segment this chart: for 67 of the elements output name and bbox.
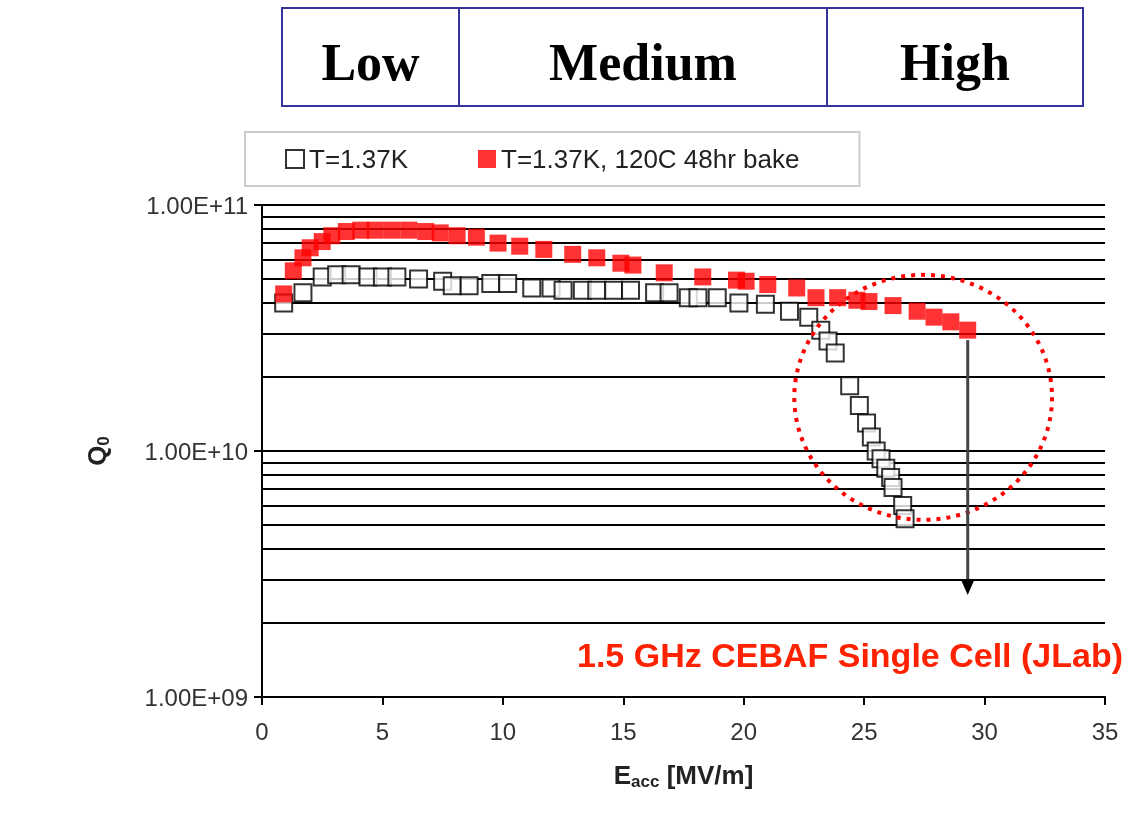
point — [884, 297, 902, 315]
x-tick-label: 10 — [489, 717, 517, 745]
point — [959, 321, 977, 339]
point — [387, 267, 407, 287]
point — [759, 276, 777, 294]
point — [459, 276, 479, 296]
x-tick-label: 15 — [609, 717, 637, 745]
point — [588, 249, 606, 267]
point — [564, 245, 582, 263]
point — [883, 478, 903, 498]
x-tick-label: 25 — [850, 717, 878, 745]
x-tick-label: 20 — [730, 717, 758, 745]
point — [729, 293, 749, 313]
point — [511, 237, 529, 255]
point — [908, 302, 926, 320]
point — [755, 294, 775, 314]
point — [925, 308, 943, 326]
point — [498, 273, 518, 293]
point — [655, 264, 673, 282]
point — [659, 283, 679, 303]
point — [779, 301, 799, 321]
point — [587, 280, 607, 300]
point — [489, 234, 507, 252]
text: Medium — [549, 34, 737, 91]
point — [481, 273, 501, 293]
point — [323, 227, 341, 245]
y-tick-label: 1.00E+09 — [144, 683, 248, 711]
legend-label: T=1.37K — [309, 144, 409, 174]
point — [688, 288, 708, 308]
point — [737, 272, 755, 290]
point — [621, 280, 641, 300]
text: Low — [321, 34, 421, 91]
point — [366, 221, 384, 239]
point — [442, 276, 462, 296]
point — [829, 289, 847, 307]
point — [788, 279, 806, 297]
y-axis-title: Q0 — [81, 436, 113, 466]
y-tick-label: 1.00E+11 — [146, 191, 248, 219]
point — [522, 278, 542, 298]
point — [807, 289, 825, 307]
x-tick-label: 5 — [375, 717, 390, 745]
point — [707, 288, 727, 308]
point — [825, 343, 845, 363]
point — [860, 293, 878, 311]
x-tick-label: 35 — [1091, 717, 1119, 745]
point — [604, 280, 624, 300]
annotation: 1.5 GHz CEBAF Single Cell (JLab) — [577, 636, 1123, 674]
point — [840, 376, 860, 396]
y-tick-label: 1.00E+10 — [144, 437, 248, 465]
point — [275, 285, 293, 303]
x-tick-label: 30 — [971, 717, 998, 745]
legend-label: T=1.37K, 120C 48hr bake — [501, 144, 800, 174]
point — [409, 269, 429, 289]
point — [293, 283, 313, 303]
text: High — [900, 34, 1010, 91]
point — [467, 228, 485, 246]
point — [535, 240, 553, 258]
x-tick-label: 0 — [255, 717, 269, 745]
point — [694, 268, 712, 286]
point — [383, 221, 401, 239]
point — [553, 280, 573, 300]
point — [849, 396, 869, 416]
point — [400, 221, 418, 239]
point — [624, 256, 642, 274]
point — [448, 227, 466, 245]
point — [431, 224, 449, 242]
point — [942, 313, 960, 331]
